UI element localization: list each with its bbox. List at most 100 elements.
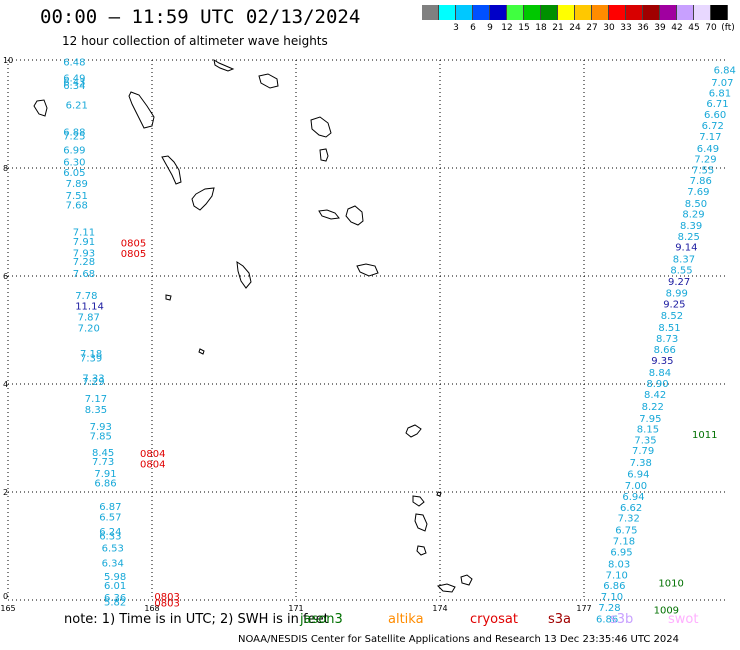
wave-height-label: 8.37 — [673, 255, 695, 266]
scale-label: 21 — [552, 23, 564, 33]
wave-height-label: 7.51 — [66, 191, 88, 202]
scale-swatch — [456, 5, 473, 20]
wave-height-label: 7.91 — [73, 237, 95, 248]
island — [213, 58, 235, 72]
wave-height-label: 7.35 — [634, 435, 656, 446]
wave-height-label: 9.27 — [668, 277, 690, 288]
scale-label: 3 — [453, 23, 459, 33]
island — [412, 495, 425, 507]
wave-height-label: 6.43 — [63, 77, 85, 88]
mission-label: cryosat — [470, 612, 518, 627]
wave-height-label: 7.73 — [92, 457, 114, 468]
wave-height-label: 7.78 — [75, 291, 97, 302]
scale-swatch — [439, 5, 456, 20]
wave-height-label: 7.29 — [82, 377, 104, 388]
wave-height-label: 7.00 — [625, 481, 647, 492]
scale-label: 24 — [569, 23, 581, 33]
scale-swatch — [694, 5, 711, 20]
wave-height-label: 8.35 — [85, 405, 107, 416]
wave-height-label: 6.87 — [99, 502, 121, 513]
island — [405, 424, 422, 438]
wave-height-label: 8.52 — [661, 311, 683, 322]
wave-height-label: 8.99 — [666, 289, 688, 300]
wave-height-label: 8.39 — [680, 221, 702, 232]
wave-height-label: 6.86 — [603, 581, 625, 592]
wave-height-label: 6.95 — [610, 548, 632, 559]
wave-height-label: 6.30 — [63, 157, 85, 168]
island — [191, 187, 215, 211]
east-track: 6.847.076.816.716.606.727.176.497.297.55… — [596, 66, 736, 626]
wave-height-label: 5.82 — [104, 597, 126, 608]
scale-label: 6 — [470, 23, 476, 33]
scale-swatch — [626, 5, 643, 20]
scale-label: 27 — [586, 23, 598, 33]
wave-height-label: 7.28 — [598, 603, 620, 614]
pass-time-label: 0804 — [140, 449, 165, 460]
wave-height-label: 7.55 — [692, 165, 714, 176]
wave-height-label: 7.87 — [78, 312, 100, 323]
wave-height-label: 6.86 — [94, 479, 116, 490]
scale-swatch — [575, 5, 592, 20]
scale-label: 9 — [487, 23, 493, 33]
pass-time-label: 0804 — [140, 460, 165, 471]
island — [198, 348, 205, 355]
mission-label: s3a — [548, 612, 572, 627]
scale-label: 42 — [671, 23, 683, 33]
lat-tick-label: 0 — [3, 592, 8, 601]
wave-height-label: 7.11 — [73, 228, 95, 239]
wave-height-label: 7.07 — [711, 78, 733, 89]
wave-height-label: 8.90 — [646, 379, 668, 390]
island — [236, 260, 252, 289]
wave-height-label: 6.34 — [102, 559, 124, 570]
island — [345, 205, 364, 226]
scale-label: 70 — [705, 23, 717, 33]
scale-label: 45 — [688, 23, 700, 33]
scale-swatch — [592, 5, 609, 20]
wave-height-label: 8.51 — [658, 323, 680, 334]
island — [319, 148, 329, 162]
wave-height-label: 7.10 — [606, 570, 628, 581]
pass-time-label: 0805 — [121, 238, 146, 249]
wave-height-label: 11.14 — [75, 301, 104, 312]
lat-tick-label: 6 — [3, 272, 8, 281]
lon-tick-label: 168 — [144, 604, 159, 613]
wave-height-label: 6.86 — [596, 615, 618, 626]
island — [128, 91, 155, 129]
map-title: 00:00 – 11:59 UTC 02/13/2024 — [40, 6, 361, 28]
wave-height-label: 7.95 — [639, 414, 661, 425]
wave-height-label: 7.20 — [78, 324, 100, 335]
wave-height-label: 7.86 — [690, 176, 712, 187]
island — [356, 263, 379, 277]
wave-height-label: 6.21 — [66, 101, 88, 112]
lat-lon-grid — [7, 59, 728, 601]
lon-tick-label: 165 — [0, 604, 15, 613]
lat-tick-label: 4 — [3, 380, 8, 389]
wave-height-label: 6.84 — [714, 66, 736, 77]
scale-swatch — [711, 5, 728, 20]
land-outlines — [33, 58, 473, 593]
note-text: note: 1) Time is in UTC; 2) SWH is in fe… — [64, 612, 329, 627]
wave-height-label: 7.25 — [63, 131, 85, 142]
wave-height-label: 8.22 — [642, 402, 664, 413]
wave-height-label: 6.81 — [709, 89, 731, 100]
wave-height-label: 9.14 — [675, 243, 697, 254]
wave-height-label: 8.42 — [644, 390, 666, 401]
wave-height-label: 7.68 — [66, 201, 88, 212]
wave-height-label: 7.17 — [85, 394, 107, 405]
island — [318, 209, 340, 220]
wave-height-label: 8.15 — [637, 425, 659, 436]
scale-label: 12 — [501, 23, 513, 33]
wave-height-label: 6.60 — [704, 110, 726, 121]
wave-height-label: 8.55 — [670, 265, 692, 276]
wave-height-label: 6.48 — [63, 57, 85, 68]
lon-tick-label: 174 — [432, 604, 447, 613]
wave-height-label: 6.99 — [63, 145, 85, 156]
wave-height-label: 7.68 — [73, 269, 95, 280]
pass-time-label: 0803 — [154, 592, 179, 603]
wave-height-label: 6.94 — [627, 469, 649, 480]
scale-swatch — [609, 5, 626, 20]
west-track: 6.486.496.436.346.216.887.256.996.306.05… — [63, 57, 126, 608]
wave-height-label: 8.73 — [656, 334, 678, 345]
lat-tick-label: 2 — [3, 488, 8, 497]
wave-height-label: 9.25 — [663, 299, 685, 310]
